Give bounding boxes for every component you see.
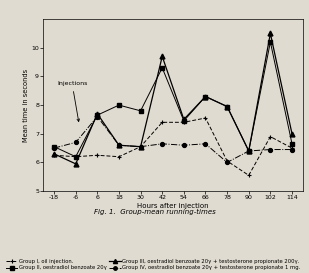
Text: Injections: Injections [57, 81, 87, 121]
Y-axis label: Mean time in seconds: Mean time in seconds [23, 69, 28, 142]
Legend: Group I, oil injection., Group II, oestradiol benzoate 20γ, Group III, oestradio: Group I, oil injection., Group II, oestr… [6, 259, 300, 270]
Text: Fig. 1.  Group-mean running-times: Fig. 1. Group-mean running-times [94, 209, 215, 215]
X-axis label: Hours after injection: Hours after injection [137, 203, 209, 209]
